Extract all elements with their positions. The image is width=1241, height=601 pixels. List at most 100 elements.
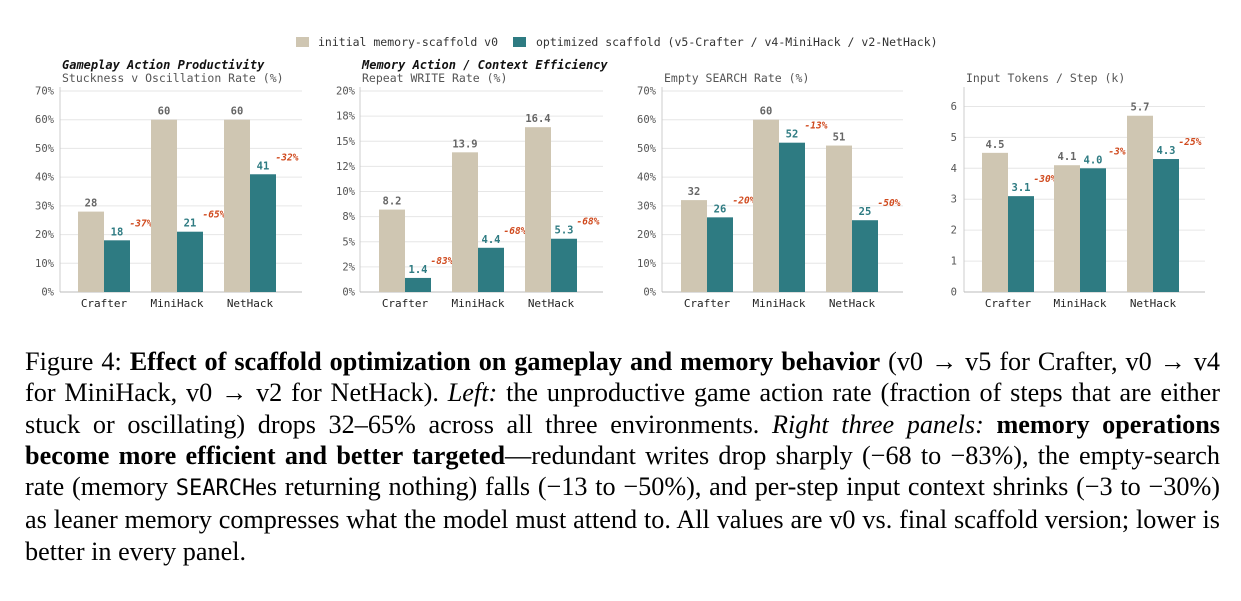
y-tick-label: 30% [637,200,657,212]
caption-right-label: Right three panels: [771,409,984,439]
bar-optimized [478,247,504,292]
caption-mono-word: SEARCH [175,476,256,502]
group-title-gameplay: Gameplay Action Productivity [62,58,265,72]
y-tick-label: 3 [951,194,957,206]
caption-bold-title: Effect of scaffold optimization on gamep… [129,347,881,376]
y-tick-label: 10% [336,186,356,198]
data-label-optimized: 52 [786,129,799,141]
y-tick-label: 40% [637,172,657,184]
legend-swatch-initial [296,37,309,47]
bar-optimized [405,277,431,292]
change-annotation: -25% [1179,137,1202,148]
y-tick-label: 30% [35,200,55,212]
x-tick-label: Crafter [684,297,731,310]
change-annotation: -68% [504,226,527,237]
bar-optimized [1080,168,1106,292]
y-tick-label: 10% [35,258,55,270]
bar-optimized [551,238,577,292]
caption-left-label: Left: [447,378,498,408]
legend-swatch-optimized [513,37,526,47]
change-annotation: -20% [733,195,756,206]
x-tick-label: NetHack [829,297,876,310]
data-label-initial: 4.1 [1058,151,1077,163]
figure-caption: Figure 4: Effect of scaffold optimizatio… [25,346,1220,567]
group-title-memory: Memory Action / Context Efficiency [361,58,608,72]
data-label-initial: 60 [158,106,171,118]
data-label-initial: 28 [85,198,98,210]
bar-optimized [1153,159,1179,292]
x-tick-label: NetHack [1130,297,1177,310]
x-tick-label: Crafter [81,297,128,310]
y-tick-label: 40% [35,172,55,184]
caption-text-4: es returning nothing) falls (−13 to −50%… [25,472,1220,566]
y-tick-label: 60% [35,114,55,126]
y-tick-label: 60% [637,114,657,126]
chart-panel-2: Repeat WRITE Rate (%) 0% 2% 5% 8% 10% 12% 15% 18… [336,71,603,310]
y-tick-label: 50% [35,143,55,155]
bar-initial [452,152,478,292]
change-annotation: -32% [276,152,299,163]
data-label-optimized: 25 [859,206,872,218]
y-tick-label: 50% [637,143,657,155]
bar-optimized [1008,196,1034,292]
data-label-initial: 32 [688,186,701,198]
bar-optimized [852,220,878,292]
change-annotation: -37% [130,218,153,229]
data-label-optimized: 4.4 [482,234,501,246]
data-label-initial: 8.2 [383,196,402,208]
bar-optimized [104,240,130,292]
caption-text-3: —redundant writes drop sharply (−68 to −… [25,440,1221,502]
bar-initial [826,145,852,292]
y-tick-label: 20% [35,229,55,241]
y-tick-label: 0% [643,287,656,299]
y-tick-label: 6 [951,101,957,113]
chart-subtitle: Empty SEARCH Rate (%) [664,71,809,85]
x-tick-label: MiniHack [1054,297,1107,310]
y-tick-label: 5 [951,132,957,144]
y-tick-label: 5% [342,236,355,248]
data-label-initial: 5.7 [1131,102,1150,114]
chart-panel-1: Stuckness v Oscillation Rate (%) 0% 10% 20%… [35,71,302,310]
legend: initial memory-scaffold v0 optimized sca… [296,35,938,49]
y-tick-label: 70% [35,86,55,98]
bar-initial [1054,165,1080,292]
data-label-optimized: 26 [714,203,727,215]
y-tick-label: 2 [951,225,957,237]
y-tick-label: 12% [336,161,356,173]
bar-optimized [250,174,276,292]
y-tick-label: 20% [336,86,356,98]
y-tick-label: 15% [336,136,356,148]
caption-label: Figure 4: [25,347,122,376]
x-tick-label: NetHack [227,297,274,310]
y-tick-label: 1 [951,256,957,268]
legend-label-optimized: optimized scaffold (v5-Crafter / v4-Mini… [536,35,938,49]
x-tick-label: MiniHack [452,297,505,310]
change-annotation: -83% [431,256,454,267]
y-tick-label: 20% [637,229,657,241]
data-label-initial: 16.4 [525,113,550,125]
x-tick-label: Crafter [382,297,429,310]
data-label-optimized: 18 [111,226,124,238]
data-label-initial: 60 [760,106,773,118]
bar-initial [151,119,177,292]
change-annotation: -13% [805,121,828,132]
data-label-initial: 51 [833,132,846,144]
data-label-optimized: 5.3 [555,225,574,237]
caption-text-1: (v0 → v5 for Crafter, v0 → v4 for MiniHa… [25,347,1220,408]
y-tick-label: 70% [637,86,657,98]
x-tick-label: MiniHack [753,297,806,310]
data-label-initial: 13.9 [452,138,477,150]
x-tick-label: Crafter [985,297,1032,310]
y-tick-label: 0% [342,287,355,299]
caption-text-2: the unproductive game action rate (fract… [25,378,1220,439]
bar-optimized [177,231,203,292]
caption-bold-mid: memory operations become more efficient … [25,409,1220,470]
y-tick-label: 18% [336,111,356,123]
data-label-optimized: 21 [184,218,197,230]
bar-initial [753,119,779,292]
bar-initial [379,209,405,292]
bar-initial [78,211,104,292]
data-label-optimized: 4.0 [1084,154,1103,166]
bar-optimized [707,217,733,292]
data-label-optimized: 1.4 [409,264,428,276]
